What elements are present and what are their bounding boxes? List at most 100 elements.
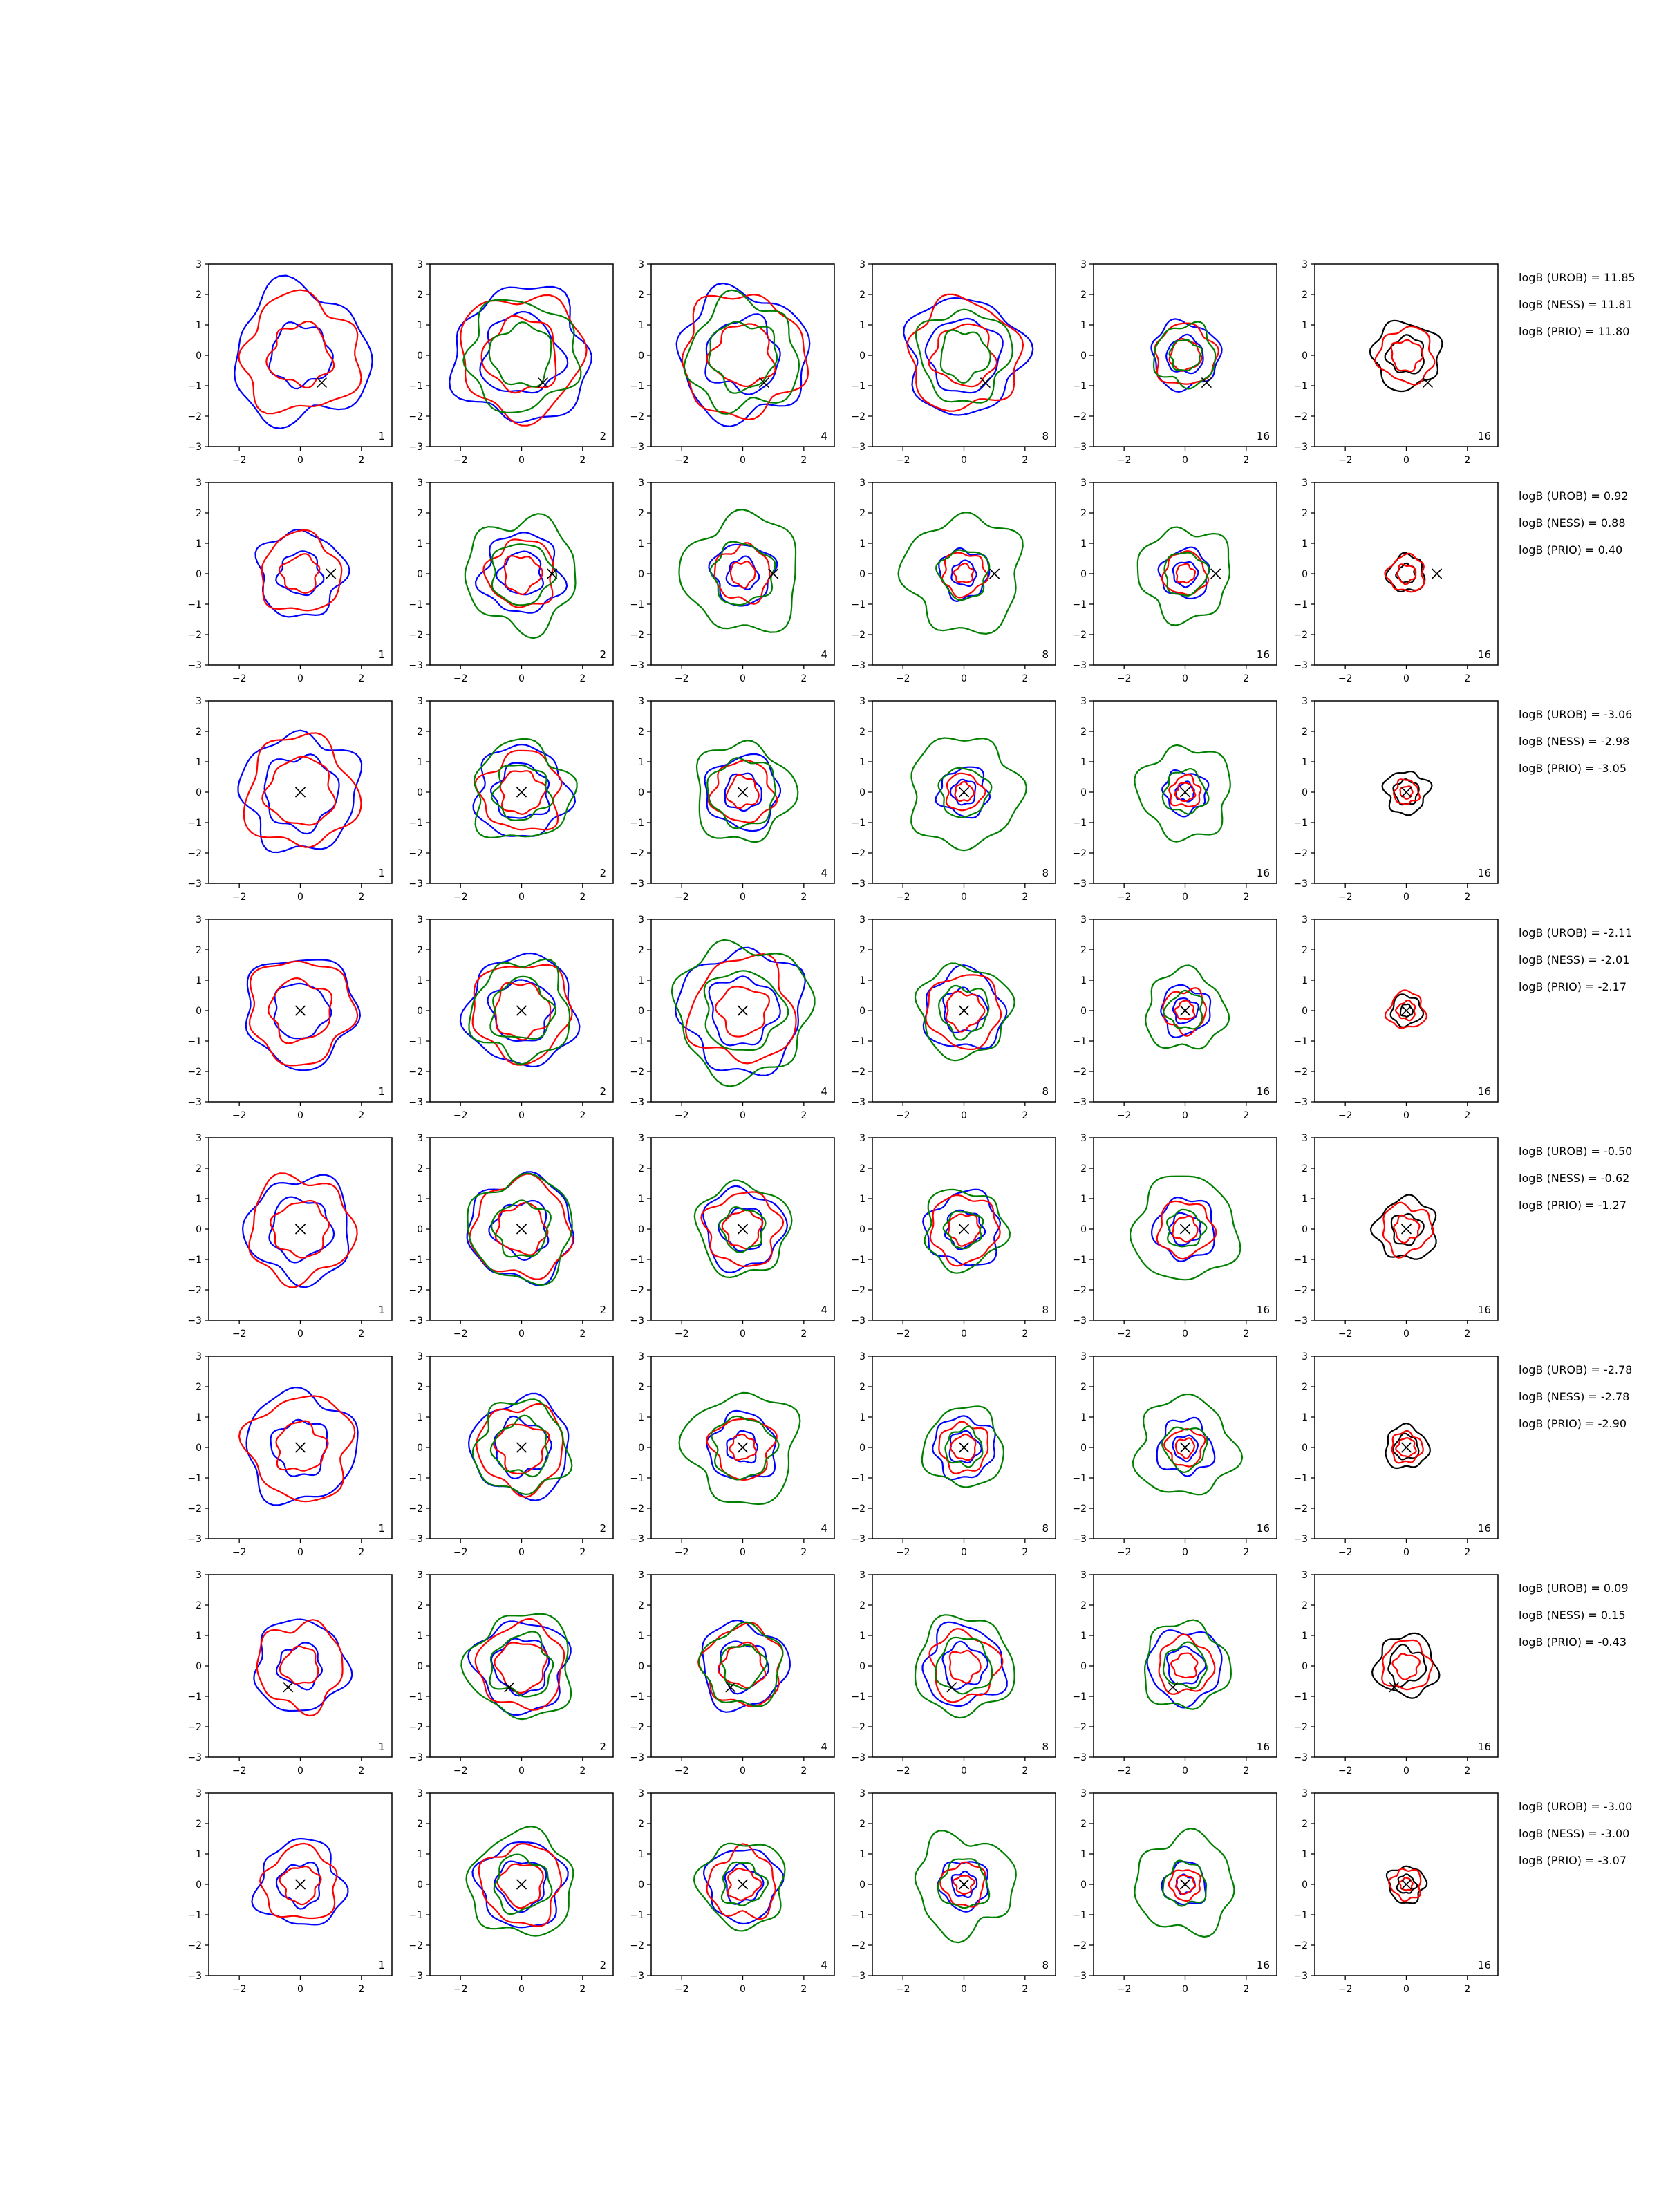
red-contour bbox=[706, 1843, 776, 1920]
y-tick-label: 3 bbox=[859, 696, 865, 707]
contours bbox=[1385, 1865, 1428, 1904]
true-point-marker bbox=[958, 1005, 970, 1016]
x-tick-label: 2 bbox=[1243, 1110, 1249, 1121]
y-tick-label: 2 bbox=[196, 1600, 202, 1611]
axes-frame bbox=[1093, 263, 1277, 447]
y-tick-label: 1 bbox=[1080, 1849, 1087, 1860]
red-contour bbox=[1384, 552, 1425, 593]
subplot-r4-c4: −3 −2 −1 0 1 2 3 −2 0 2 8 bbox=[851, 915, 1056, 1121]
y-tick-label: 2 bbox=[859, 727, 865, 738]
y-tick-label: 1 bbox=[196, 1631, 202, 1642]
y-tick-label: 0 bbox=[1080, 787, 1087, 798]
green-contour bbox=[464, 513, 577, 639]
x-tick-label: 2 bbox=[358, 1765, 364, 1777]
y-tick-label: −2 bbox=[187, 1503, 202, 1515]
true-point-marker bbox=[758, 377, 769, 388]
blue-contour bbox=[1172, 561, 1199, 588]
x-tick-label: 0 bbox=[740, 1110, 746, 1121]
y-tick-label: −1 bbox=[630, 1255, 644, 1266]
y-tick-label: −3 bbox=[409, 1971, 423, 1982]
true-point-marker bbox=[516, 1879, 527, 1890]
true-point-marker bbox=[946, 1682, 957, 1693]
subplot-r6-c2: −3 −2 −1 0 1 2 3 −2 0 2 2 bbox=[409, 1351, 614, 1558]
subplot-r7-c3: −3 −2 −1 0 1 2 3 −2 0 2 4 bbox=[630, 1570, 835, 1777]
contours bbox=[465, 1826, 574, 1937]
red-contour bbox=[1158, 1633, 1216, 1695]
y-tick-label: −3 bbox=[1072, 660, 1087, 671]
blue-contour bbox=[702, 1848, 785, 1925]
x-tick-label: 2 bbox=[579, 1765, 585, 1777]
blue-contour bbox=[1146, 1629, 1223, 1709]
contours bbox=[253, 1618, 353, 1717]
logB-annotation: logB (NESS) = -2.01 bbox=[1519, 953, 1629, 966]
y-tick-label: −1 bbox=[1072, 1691, 1087, 1703]
subplot-count-label: 4 bbox=[821, 648, 827, 661]
y-tick-label: 2 bbox=[1080, 1600, 1087, 1611]
y-tick-label: −1 bbox=[409, 599, 423, 610]
y-tick-label: 1 bbox=[417, 1631, 423, 1642]
y-tick-label: −1 bbox=[851, 1255, 865, 1266]
red-contour bbox=[1156, 1200, 1217, 1260]
x-tick-label: 2 bbox=[1243, 1547, 1249, 1558]
blue-contour bbox=[932, 1415, 996, 1481]
contours bbox=[695, 740, 799, 843]
x-tick-label: 0 bbox=[740, 455, 746, 466]
x-tick-label: 2 bbox=[579, 1547, 585, 1558]
blue-contour bbox=[253, 1618, 353, 1712]
logB-annotation: logB (UROB) = 11.85 bbox=[1519, 271, 1635, 284]
y-tick-label: −1 bbox=[1293, 1036, 1308, 1047]
y-tick-label: −1 bbox=[409, 1036, 423, 1047]
logB-annotation: logB (NESS) = -0.62 bbox=[1519, 1172, 1629, 1185]
blue-contour bbox=[245, 959, 362, 1071]
y-tick-label: 1 bbox=[638, 1849, 644, 1860]
subplot-r1-c6: −3 −2 −1 0 1 2 3 −2 0 2 16 bbox=[1293, 259, 1499, 466]
subplot-r8-c4: −3 −2 −1 0 1 2 3 −2 0 2 8 bbox=[851, 1788, 1056, 1995]
y-tick-label: 3 bbox=[417, 259, 423, 270]
y-tick-label: −2 bbox=[187, 411, 202, 422]
y-tick-label: 0 bbox=[1302, 787, 1308, 798]
y-tick-label: −2 bbox=[187, 1940, 202, 1951]
true-point-marker bbox=[737, 1442, 749, 1453]
y-tick-label: 2 bbox=[1080, 290, 1087, 301]
subplot-r1-c2: −3 −2 −1 0 1 2 3 −2 0 2 2 bbox=[409, 259, 614, 466]
subplot-r2-c3: −3 −2 −1 0 1 2 3 −2 0 2 4 bbox=[630, 478, 835, 684]
black-contour bbox=[1371, 1632, 1441, 1699]
subplot-r4-c6: −3 −2 −1 0 1 2 3 −2 0 2 16 bbox=[1293, 915, 1499, 1121]
y-tick-label: −3 bbox=[1072, 442, 1087, 453]
red-contour bbox=[945, 990, 986, 1033]
y-tick-label: 0 bbox=[859, 1224, 865, 1235]
blue-contour bbox=[950, 559, 977, 587]
true-point-marker bbox=[326, 568, 337, 579]
green-contour bbox=[460, 1613, 572, 1721]
y-tick-label: −1 bbox=[187, 1036, 202, 1047]
subplot-count-label: 16 bbox=[1257, 648, 1270, 661]
x-tick-label: 2 bbox=[1022, 1110, 1028, 1121]
red-contour bbox=[493, 1423, 550, 1475]
y-tick-label: 2 bbox=[859, 1163, 865, 1174]
subplot-r3-c1: −3 −2 −1 0 1 2 3 −2 0 2 1 bbox=[187, 696, 393, 903]
true-point-marker bbox=[768, 568, 779, 579]
green-contour bbox=[924, 1188, 1011, 1274]
true-point-marker bbox=[1422, 377, 1433, 388]
red-contour bbox=[1393, 778, 1421, 805]
y-tick-label: 1 bbox=[1080, 538, 1087, 550]
contours bbox=[675, 282, 811, 428]
green-contour bbox=[1134, 1828, 1235, 1938]
contours bbox=[897, 512, 1024, 635]
true-point-marker bbox=[516, 1224, 527, 1235]
x-tick-label: 2 bbox=[800, 1984, 807, 1995]
red-contour bbox=[929, 1194, 1001, 1267]
green-contour bbox=[897, 512, 1024, 635]
y-tick-label: −1 bbox=[1293, 1473, 1308, 1484]
blue-contour bbox=[275, 550, 325, 597]
subplot-r5-c5: −3 −2 −1 0 1 2 3 −2 0 2 16 bbox=[1072, 1133, 1277, 1340]
y-tick-label: −2 bbox=[1293, 1722, 1308, 1733]
black-contour bbox=[1381, 770, 1433, 816]
green-contour bbox=[491, 764, 554, 821]
black-contour bbox=[1399, 1003, 1414, 1018]
subplot-count-label: 16 bbox=[1478, 648, 1491, 661]
true-point-marker bbox=[1179, 787, 1191, 798]
y-tick-label: −3 bbox=[187, 1097, 202, 1108]
red-contour bbox=[503, 555, 543, 596]
red-contour bbox=[953, 563, 975, 583]
